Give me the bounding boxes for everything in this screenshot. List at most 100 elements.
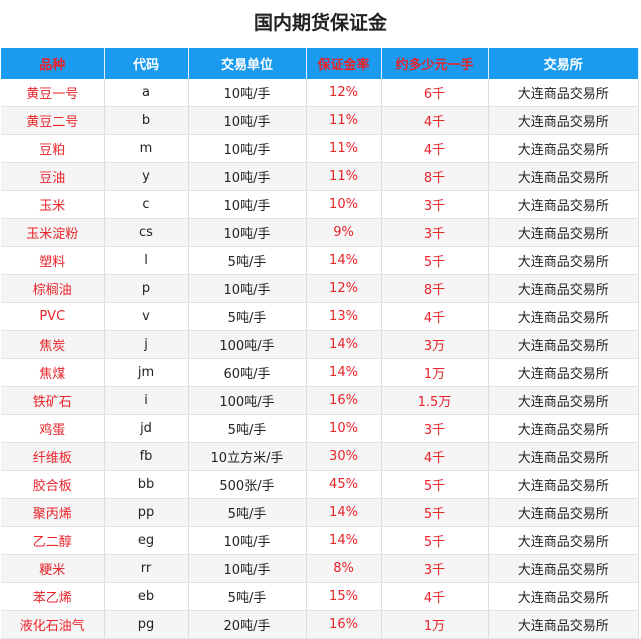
table-row: 纤维板 fb 10立方米/手 30% 4千 大连商品交易所 <box>1 442 639 471</box>
cell-unit: 10吨/手 <box>188 134 307 163</box>
cell-cost-per-lot: 4千 <box>381 106 489 135</box>
cell-code: pp <box>104 498 189 527</box>
cell-code: eg <box>104 526 189 555</box>
cell-unit: 100吨/手 <box>188 386 307 415</box>
cell-unit: 100吨/手 <box>188 330 307 359</box>
cell-variety: 豆油 <box>1 162 105 191</box>
cell-cost-per-lot: 3万 <box>381 330 489 359</box>
cell-unit: 5吨/手 <box>188 498 307 527</box>
cell-unit: 60吨/手 <box>188 358 307 387</box>
cell-variety: 纤维板 <box>1 442 105 471</box>
cell-exchange: 大连商品交易所 <box>488 218 639 247</box>
cell-exchange: 大连商品交易所 <box>488 302 639 331</box>
cell-cost-per-lot: 1.5万 <box>381 386 489 415</box>
table-row: PVC v 5吨/手 13% 4千 大连商品交易所 <box>1 302 639 331</box>
table-row: 粳米 rr 10吨/手 8% 3千 大连商品交易所 <box>1 554 639 583</box>
cell-unit: 5吨/手 <box>188 414 307 443</box>
cell-margin-rate: 14% <box>306 246 382 275</box>
cell-exchange: 大连商品交易所 <box>488 442 639 471</box>
margin-table: 品种 代码 交易单位 保证金率 约多少元一手 交易所 黄豆一号 a 10吨/手 12%… <box>1 48 639 639</box>
cell-cost-per-lot: 8千 <box>381 162 489 191</box>
cell-variety: 液化石油气 <box>1 610 105 639</box>
cell-cost-per-lot: 3千 <box>381 414 489 443</box>
cell-exchange: 大连商品交易所 <box>488 610 639 639</box>
cell-exchange: 大连商品交易所 <box>488 554 639 583</box>
header-row: 品种 代码 交易单位 保证金率 约多少元一手 交易所 <box>1 48 639 79</box>
table-row: 鸡蛋 jd 5吨/手 10% 3千 大连商品交易所 <box>1 414 639 443</box>
cell-cost-per-lot: 5千 <box>381 526 489 555</box>
cell-unit: 10吨/手 <box>188 106 307 135</box>
cell-margin-rate: 14% <box>306 358 382 387</box>
cell-exchange: 大连商品交易所 <box>488 582 639 611</box>
table-row: 铁矿石 i 100吨/手 16% 1.5万 大连商品交易所 <box>1 386 639 415</box>
cell-code: c <box>104 190 189 219</box>
cell-exchange: 大连商品交易所 <box>488 386 639 415</box>
cell-margin-rate: 16% <box>306 610 382 639</box>
cell-code: eb <box>104 582 189 611</box>
cell-margin-rate: 12% <box>306 274 382 303</box>
cell-variety: 粳米 <box>1 554 105 583</box>
cell-code: cs <box>104 218 189 247</box>
cell-cost-per-lot: 5千 <box>381 498 489 527</box>
cell-cost-per-lot: 3千 <box>381 218 489 247</box>
cell-unit: 10吨/手 <box>188 526 307 555</box>
cell-variety: 鸡蛋 <box>1 414 105 443</box>
cell-exchange: 大连商品交易所 <box>488 134 639 163</box>
cell-unit: 10吨/手 <box>188 190 307 219</box>
header-variety: 品种 <box>1 48 105 79</box>
cell-margin-rate: 14% <box>306 498 382 527</box>
cell-cost-per-lot: 6千 <box>381 79 489 107</box>
cell-margin-rate: 11% <box>306 134 382 163</box>
cell-margin-rate: 13% <box>306 302 382 331</box>
cell-margin-rate: 10% <box>306 190 382 219</box>
cell-variety: 铁矿石 <box>1 386 105 415</box>
table-row: 黄豆二号 b 10吨/手 11% 4千 大连商品交易所 <box>1 106 639 135</box>
header-code: 代码 <box>104 48 189 79</box>
cell-margin-rate: 8% <box>306 554 382 583</box>
cell-unit: 10吨/手 <box>188 79 307 107</box>
cell-unit: 5吨/手 <box>188 246 307 275</box>
cell-code: a <box>104 79 189 107</box>
table-row: 苯乙烯 eb 5吨/手 15% 4千 大连商品交易所 <box>1 582 639 611</box>
table-row: 玉米 c 10吨/手 10% 3千 大连商品交易所 <box>1 190 639 219</box>
table-row: 黄豆一号 a 10吨/手 12% 6千 大连商品交易所 <box>1 79 639 107</box>
cell-unit: 10立方米/手 <box>188 442 307 471</box>
table-row: 焦煤 jm 60吨/手 14% 1万 大连商品交易所 <box>1 358 639 387</box>
cell-unit: 5吨/手 <box>188 582 307 611</box>
cell-variety: 黄豆二号 <box>1 106 105 135</box>
table-row: 塑料 l 5吨/手 14% 5千 大连商品交易所 <box>1 246 639 275</box>
cell-variety: 焦煤 <box>1 358 105 387</box>
cell-exchange: 大连商品交易所 <box>488 330 639 359</box>
cell-exchange: 大连商品交易所 <box>488 526 639 555</box>
cell-cost-per-lot: 3千 <box>381 554 489 583</box>
cell-margin-rate: 12% <box>306 79 382 107</box>
table-row: 胶合板 bb 500张/手 45% 5千 大连商品交易所 <box>1 470 639 499</box>
cell-variety: 胶合板 <box>1 470 105 499</box>
table-row: 玉米淀粉 cs 10吨/手 9% 3千 大连商品交易所 <box>1 218 639 247</box>
cell-code: fb <box>104 442 189 471</box>
cell-margin-rate: 15% <box>306 582 382 611</box>
cell-margin-rate: 30% <box>306 442 382 471</box>
cell-code: l <box>104 246 189 275</box>
cell-margin-rate: 45% <box>306 470 382 499</box>
cell-cost-per-lot: 4千 <box>381 134 489 163</box>
cell-code: b <box>104 106 189 135</box>
cell-exchange: 大连商品交易所 <box>488 106 639 135</box>
cell-margin-rate: 14% <box>306 330 382 359</box>
header-cost-per-lot: 约多少元一手 <box>381 48 489 79</box>
header-margin-rate: 保证金率 <box>306 48 382 79</box>
cell-code: j <box>104 330 189 359</box>
table-row: 焦炭 j 100吨/手 14% 3万 大连商品交易所 <box>1 330 639 359</box>
cell-cost-per-lot: 1万 <box>381 358 489 387</box>
cell-code: p <box>104 274 189 303</box>
cell-code: i <box>104 386 189 415</box>
cell-unit: 20吨/手 <box>188 610 307 639</box>
cell-cost-per-lot: 5千 <box>381 470 489 499</box>
cell-unit: 10吨/手 <box>188 162 307 191</box>
cell-variety: 黄豆一号 <box>1 79 105 107</box>
cell-exchange: 大连商品交易所 <box>488 414 639 443</box>
cell-cost-per-lot: 1万 <box>381 610 489 639</box>
cell-code: jm <box>104 358 189 387</box>
table-row: 乙二醇 eg 10吨/手 14% 5千 大连商品交易所 <box>1 526 639 555</box>
cell-cost-per-lot: 5千 <box>381 246 489 275</box>
